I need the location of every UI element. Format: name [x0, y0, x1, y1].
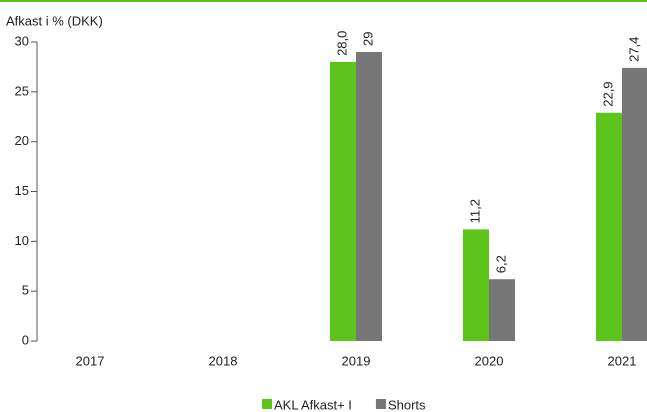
value-label: 11,2: [467, 199, 482, 223]
x-tick-label: 2017: [76, 353, 105, 368]
x-tick-label: 2020: [475, 353, 504, 368]
y-axis-label: Afkast i % (DKK): [6, 13, 103, 28]
x-tick-label: 2021: [608, 353, 637, 368]
bar: [596, 112, 622, 341]
legend-label: Shorts: [388, 397, 426, 412]
x-tick-label: 2019: [342, 353, 371, 368]
bar: [330, 61, 356, 341]
y-tick-label: 0: [22, 332, 29, 347]
y-tick-label: 5: [22, 283, 29, 298]
value-label: 28,0: [334, 31, 349, 56]
value-label: 22,9: [600, 81, 615, 106]
legend-swatch: [262, 399, 272, 409]
y-tick-label: 10: [15, 233, 29, 248]
x-tick-label: 2018: [209, 353, 238, 368]
legend-swatch: [375, 399, 386, 409]
top-rule: [0, 0, 647, 2]
bar: [489, 279, 515, 341]
bar: [463, 229, 489, 341]
y-tick-label: 30: [15, 33, 29, 48]
legend-label: AKL Afkast+ I: [274, 397, 352, 412]
y-tick-label: 15: [15, 183, 29, 198]
value-label: 27,4: [626, 37, 641, 62]
y-tick-label: 20: [15, 133, 29, 148]
value-label: 6,2: [493, 255, 508, 273]
bar: [356, 51, 382, 341]
y-tick-label: 25: [15, 83, 29, 98]
bar: [622, 67, 647, 341]
value-label: 29: [360, 31, 375, 45]
